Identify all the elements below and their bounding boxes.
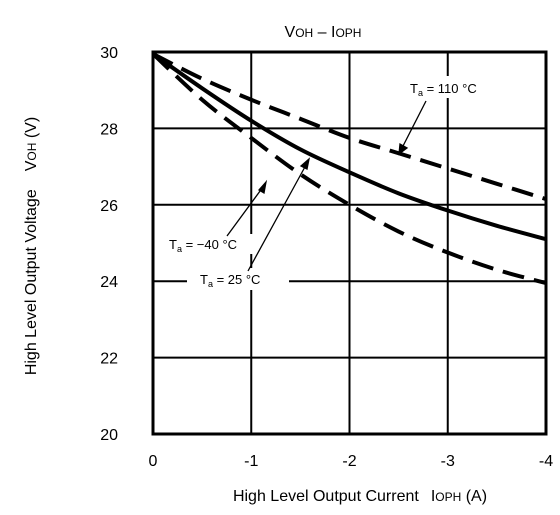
annotation-arrows bbox=[226, 100, 427, 272]
arrowhead-110 bbox=[398, 142, 409, 156]
series-line-1 bbox=[151, 52, 547, 242]
x-tick-label: -2 bbox=[342, 453, 356, 470]
arrow-25 bbox=[247, 164, 307, 272]
y-tick-label: 20 bbox=[100, 427, 118, 444]
annotation-neg40-bg bbox=[166, 234, 260, 254]
arrowhead-neg40 bbox=[257, 179, 268, 195]
y-tick-label: 30 bbox=[100, 45, 118, 62]
y-tick-label: 26 bbox=[100, 198, 118, 215]
annotation-neg40: Ta = −40 °C bbox=[169, 237, 237, 254]
arrow-neg40 bbox=[226, 186, 264, 237]
arrowhead-25 bbox=[299, 157, 311, 170]
y-tick-label: 24 bbox=[100, 274, 118, 291]
y-tick-label: 28 bbox=[100, 121, 118, 138]
annotation-110: Ta = 110 °C bbox=[410, 81, 477, 98]
x-tick-label: 0 bbox=[149, 453, 158, 470]
x-axis-label: High Level Output Current IOPH (A) bbox=[233, 488, 487, 505]
arrow-110 bbox=[401, 100, 427, 149]
y-axis-label: High Level Output VoltageVOH (V) bbox=[23, 117, 40, 375]
y-tick-label: 22 bbox=[100, 351, 118, 368]
chart-title: VOH – IOPH bbox=[285, 24, 362, 41]
plot-frame bbox=[151, 50, 548, 436]
series-line-0 bbox=[152, 52, 547, 201]
tick-labels: 0 -1 -2 -3 -4 20 22 24 26 28 30 bbox=[100, 45, 553, 470]
series-line-2 bbox=[151, 52, 547, 286]
annotation-25-bg bbox=[187, 268, 289, 290]
annotation-25: Ta = 25 °C bbox=[200, 272, 260, 289]
x-tick-label: -1 bbox=[244, 453, 258, 470]
series-layer bbox=[151, 52, 547, 286]
x-tick-label: -3 bbox=[441, 453, 455, 470]
x-tick-label: -4 bbox=[539, 453, 553, 470]
annotation-110-bg bbox=[406, 76, 500, 98]
